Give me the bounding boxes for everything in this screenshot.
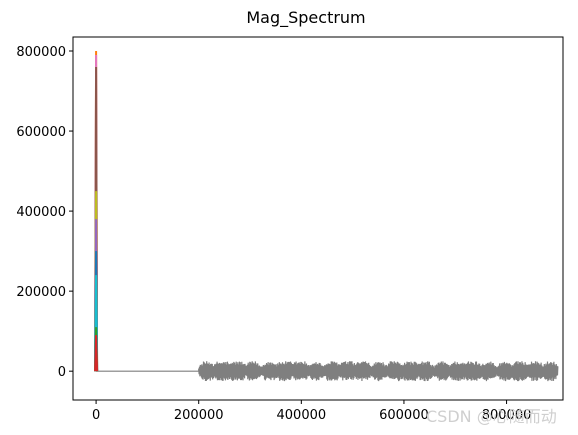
chart-title: Mag_Spectrum: [246, 8, 365, 28]
csdn-watermark: CSDN @心随而动: [426, 407, 557, 426]
x-tick-label: 400000: [277, 408, 327, 423]
x-tick-label: 600000: [379, 408, 429, 423]
y-tick-label: 800000: [16, 45, 66, 60]
x-tick-label: 800000: [482, 408, 532, 423]
plot-area: [94, 51, 559, 382]
y-tick-label: 0: [58, 365, 66, 380]
y-axis: 0 200000 400000 600000 800000: [16, 45, 73, 380]
x-axis: 0 200000 400000 600000 800000: [92, 400, 531, 423]
series-line-gray: [96, 361, 559, 382]
x-tick-label: 0: [92, 408, 100, 423]
axes-frame: [72, 36, 564, 401]
y-tick-label: 400000: [16, 205, 66, 220]
x-tick-label: 200000: [174, 408, 224, 423]
y-tick-label: 200000: [16, 285, 66, 300]
series-spike-4: [94, 335, 99, 372]
y-tick-label: 600000: [16, 125, 66, 140]
